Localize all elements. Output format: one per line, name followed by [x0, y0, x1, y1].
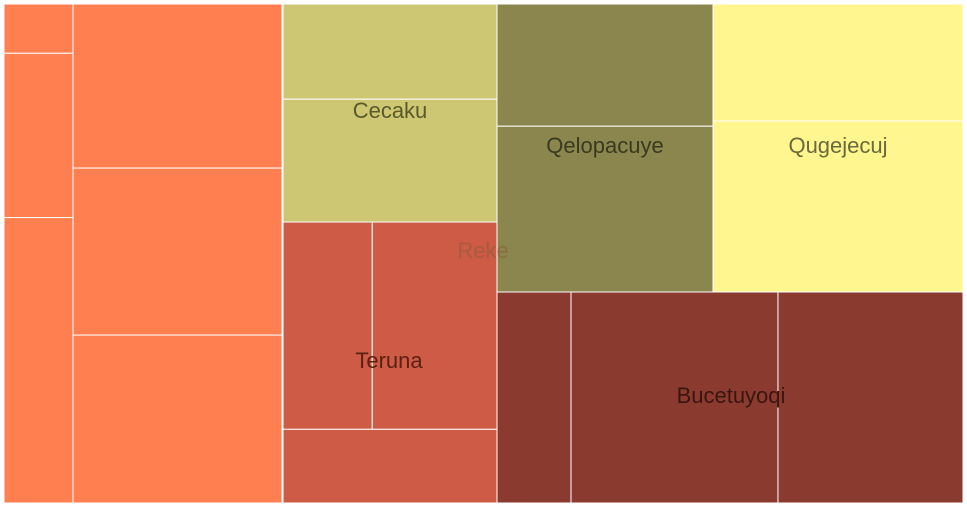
treemap-tile-g4-1: [712, 120, 964, 293]
treemap-tile-g0-3: [72, 3, 283, 169]
treemap-tile-g2-2: [282, 428, 498, 504]
treemap-root-label: Reke: [457, 238, 508, 263]
treemap-tile-g5-1: [570, 291, 779, 504]
treemap-tile-g5-2: [777, 291, 964, 504]
treemap-tile-g0-4: [72, 167, 283, 336]
treemap-tile-g0-1: [3, 52, 74, 219]
treemap-tile-g4-0: [712, 3, 964, 122]
treemap-group-label-2: Teruna: [355, 348, 423, 373]
treemap-tile-g2-1: [371, 221, 498, 430]
treemap-tile-g0-5: [72, 334, 283, 504]
treemap-tile-g3-0: [496, 3, 714, 127]
treemap-group-label-1: Cecaku: [353, 98, 428, 123]
treemap-group-label-5: Bucetuyoqi: [677, 383, 786, 408]
treemap-tile-g2-0: [282, 221, 373, 430]
treemap-group-label-3: Qelopacuye: [546, 133, 663, 158]
treemap-tile-g0-0: [3, 3, 74, 54]
treemap-tile-g0-2: [3, 217, 74, 504]
treemap-tile-g1-0: [282, 3, 498, 100]
treemap-tile-g5-0: [496, 291, 572, 504]
treemap-group-label-4: Qugejecuj: [788, 133, 887, 158]
treemap-tile-g3-1: [496, 125, 714, 293]
treemap-tile-g1-1: [282, 98, 498, 223]
